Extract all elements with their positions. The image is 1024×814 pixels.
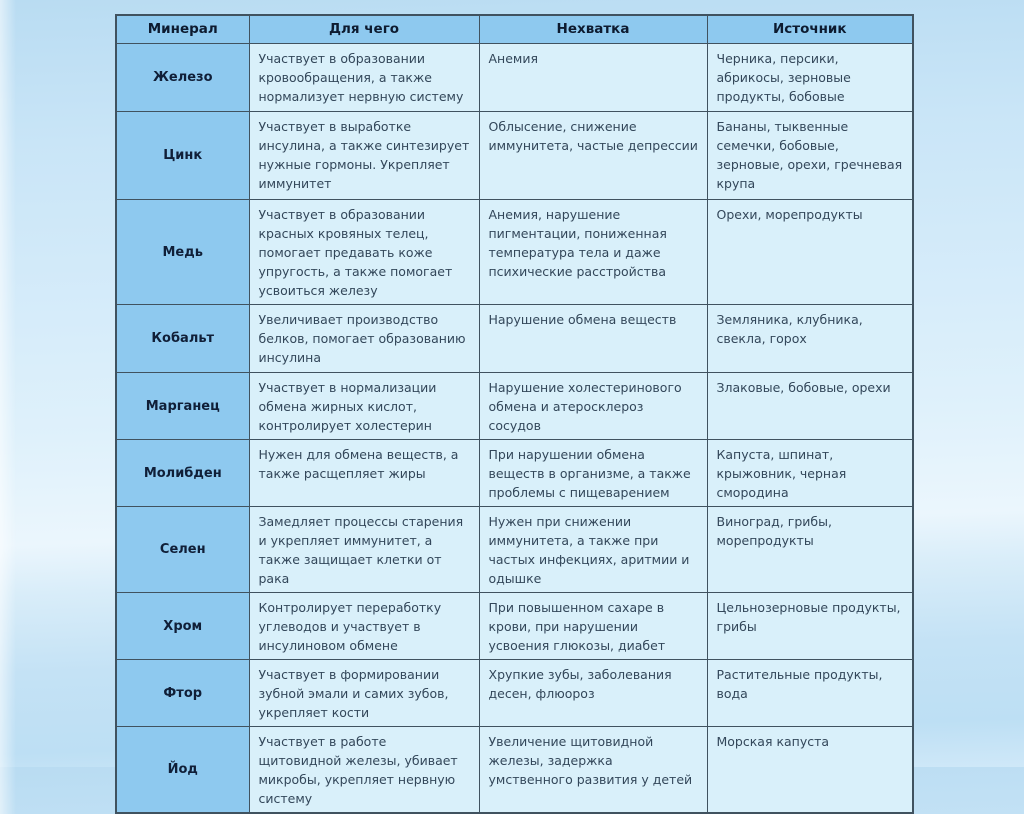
deficiency-cell: Анемия, нарушение пигментации, пониженна…: [478, 199, 708, 305]
mineral-name-cell: Хром: [115, 592, 250, 660]
source-cell: Бананы, тыквенные семечки, бобовые, зерн…: [706, 111, 914, 200]
purpose-cell: Участвует в образовании кровообращения, …: [248, 43, 480, 112]
deficiency-cell: При повышенном сахаре в крови, при наруш…: [478, 592, 708, 660]
deficiency-cell: При нарушении обмена веществ в организме…: [478, 439, 708, 507]
deficiency-cell: Анемия: [478, 43, 708, 112]
column-header-mineral: Минерал: [115, 14, 250, 44]
source-cell: Морская капуста: [706, 726, 914, 814]
purpose-cell: Участвует в нормализации обмена жирных к…: [248, 372, 480, 440]
table-row: Цинк Участвует в выработке инсулина, а т…: [115, 111, 914, 200]
source-cell: Черника, персики, абрикосы, зерновые про…: [706, 43, 914, 112]
table-row: Хром Контролирует переработку углеводов …: [115, 592, 914, 660]
deficiency-cell: Облысение, снижение иммунитета, частые д…: [478, 111, 708, 200]
purpose-cell: Участвует в образовании красных кровяных…: [248, 199, 480, 305]
source-cell: Злаковые, бобовые, орехи: [706, 372, 914, 440]
table-header-row: Минерал Для чего Нехватка Источник: [115, 14, 914, 44]
purpose-cell: Увеличивает производство белков, помогае…: [248, 304, 480, 373]
purpose-cell: Участвует в выработке инсулина, а также …: [248, 111, 480, 200]
table-row: Железо Участвует в образовании кровообра…: [115, 43, 914, 112]
source-cell: Цельнозерновые продукты, грибы: [706, 592, 914, 660]
mineral-name-cell: Цинк: [115, 111, 250, 200]
table-row: Фтор Участвует в формировании зубной эма…: [115, 659, 914, 727]
purpose-cell: Нужен для обмена веществ, а также расщеп…: [248, 439, 480, 507]
minerals-table: Минерал Для чего Нехватка Источник Желез…: [115, 14, 914, 814]
table-row: Молибден Нужен для обмена веществ, а так…: [115, 439, 914, 507]
purpose-cell: Участвует в формировании зубной эмали и …: [248, 659, 480, 727]
minerals-table-body: Железо Участвует в образовании кровообра…: [115, 43, 914, 814]
deficiency-cell: Нарушение обмена веществ: [478, 304, 708, 373]
mineral-name-cell: Фтор: [115, 659, 250, 727]
table-row: Селен Замедляет процессы старения и укре…: [115, 506, 914, 593]
mineral-name-cell: Селен: [115, 506, 250, 593]
source-cell: Земляника, клубника, свекла, горох: [706, 304, 914, 373]
deficiency-cell: Нарушение холестеринового обмена и атеро…: [478, 372, 708, 440]
source-cell: Капуста, шпинат, крыжовник, черная сморо…: [706, 439, 914, 507]
column-header-source: Источник: [706, 14, 914, 44]
mineral-name-cell: Молибден: [115, 439, 250, 507]
purpose-cell: Замедляет процессы старения и укрепляет …: [248, 506, 480, 593]
mineral-name-cell: Медь: [115, 199, 250, 305]
column-header-purpose: Для чего: [248, 14, 480, 44]
mineral-name-cell: Кобальт: [115, 304, 250, 373]
source-cell: Орехи, морепродукты: [706, 199, 914, 305]
deficiency-cell: Увеличение щитовидной железы, задержка у…: [478, 726, 708, 814]
source-cell: Растительные продукты, вода: [706, 659, 914, 727]
column-header-deficiency: Нехватка: [478, 14, 708, 44]
mineral-name-cell: Марганец: [115, 372, 250, 440]
purpose-cell: Контролирует переработку углеводов и уча…: [248, 592, 480, 660]
deficiency-cell: Хрупкие зубы, заболевания десен, флюороз: [478, 659, 708, 727]
table-row: Кобальт Увеличивает производство белков,…: [115, 304, 914, 373]
table-row: Йод Участвует в работе щитовидной железы…: [115, 726, 914, 814]
mineral-name-cell: Железо: [115, 43, 250, 112]
table-row: Медь Участвует в образовании красных кро…: [115, 199, 914, 305]
mineral-name-cell: Йод: [115, 726, 250, 814]
table-row: Марганец Участвует в нормализации обмена…: [115, 372, 914, 440]
source-cell: Виноград, грибы, морепродукты: [706, 506, 914, 593]
purpose-cell: Участвует в работе щитовидной железы, уб…: [248, 726, 480, 814]
deficiency-cell: Нужен при снижении иммунитета, а также п…: [478, 506, 708, 593]
